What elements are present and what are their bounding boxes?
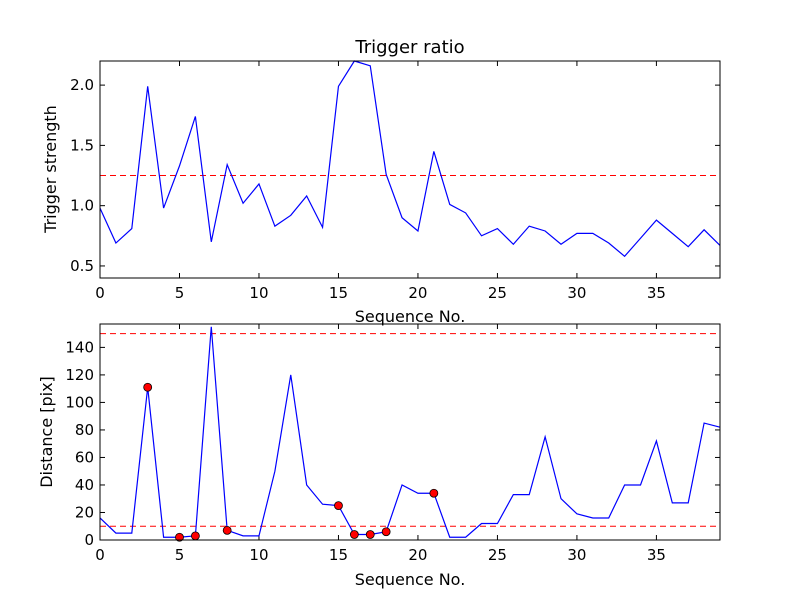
x-tick-label: 20 <box>408 546 427 564</box>
x-axis-label: Sequence No. <box>355 570 466 589</box>
trigger-ratio-chart: Trigger ratio Sequence No. Trigger stren… <box>41 37 721 326</box>
marker-point <box>365 530 375 539</box>
x-tick-label: 20 <box>408 284 427 302</box>
series-line <box>99 326 721 538</box>
y-tick-label: 120 <box>65 366 94 384</box>
marker-point <box>143 382 153 392</box>
chart-title: Trigger ratio <box>354 37 464 58</box>
y-axis-label: Trigger strength <box>41 105 60 234</box>
threshold-lines <box>100 333 720 527</box>
y-tick-label: 140 <box>65 338 94 356</box>
y-tick-label: 20 <box>75 503 94 521</box>
x-axis-label: Sequence No. <box>355 307 466 326</box>
x-tick-label: 15 <box>329 546 348 564</box>
plot-frame <box>99 60 721 279</box>
marker-point <box>222 525 232 535</box>
marker-point <box>349 530 359 539</box>
y-tick-label: 1.0 <box>70 197 94 215</box>
x-tick-label: 5 <box>175 546 185 564</box>
x-tick-label: 30 <box>567 546 586 564</box>
marker-point <box>175 532 184 542</box>
y-tick-label: 40 <box>75 476 94 494</box>
x-tick-label: 30 <box>567 284 586 302</box>
marker-points <box>143 382 439 542</box>
y-tick-label: 0.5 <box>70 257 94 275</box>
marker-point <box>381 527 391 537</box>
x-tick-label: 0 <box>95 284 105 302</box>
marker-point <box>429 488 439 498</box>
ticks: 0 5 10 15 20 25 30 35 0.5 1.0 1.5 2.0 <box>70 61 720 302</box>
x-tick-label: 35 <box>647 284 666 302</box>
data-series <box>99 326 721 538</box>
data-series <box>99 60 721 258</box>
y-tick-label: 0 <box>84 531 94 549</box>
x-tick-label: 0 <box>95 546 105 564</box>
y-tick-label: 60 <box>75 448 94 466</box>
series-line <box>99 60 721 258</box>
y-tick-label: 2.0 <box>70 76 94 94</box>
marker-point <box>190 531 200 541</box>
distance-chart: Sequence No. Distance [pix] 0 5 10 15 20 25 30… <box>37 323 721 589</box>
x-tick-label: 15 <box>329 284 348 302</box>
y-tick-label: 80 <box>75 421 94 439</box>
x-tick-label: 5 <box>175 284 185 302</box>
x-tick-label: 25 <box>488 284 507 302</box>
x-tick-label: 10 <box>249 284 268 302</box>
plot-frame <box>99 323 721 541</box>
x-tick-label: 35 <box>647 546 666 564</box>
ticks: 0 5 10 15 20 25 30 35 0 20 40 60 80 100 120 140 <box>65 324 720 564</box>
x-tick-label: 10 <box>249 546 268 564</box>
y-tick-label: 1.5 <box>70 136 94 154</box>
marker-point <box>334 501 343 511</box>
y-tick-label: 100 <box>65 393 94 411</box>
x-tick-label: 25 <box>488 546 507 564</box>
y-axis-label: Distance [pix] <box>37 376 56 488</box>
